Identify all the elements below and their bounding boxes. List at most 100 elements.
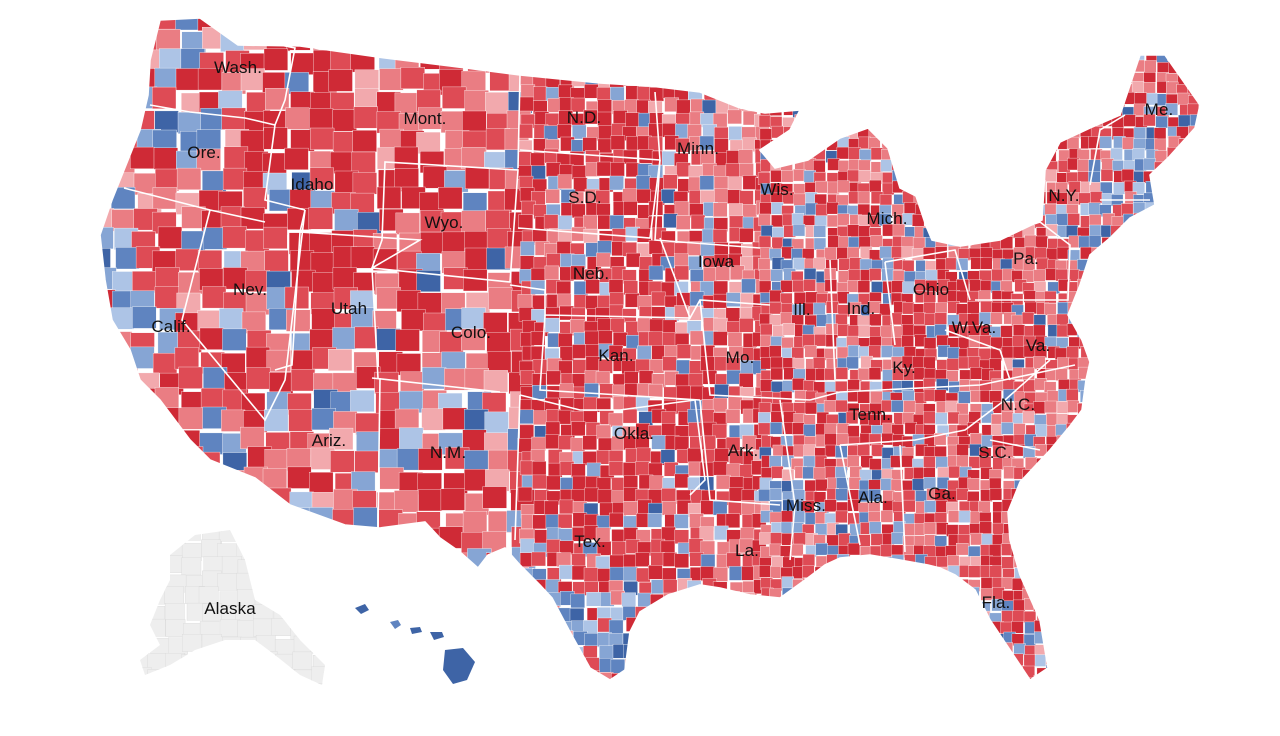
county-cell (636, 447, 651, 463)
county-cell (1089, 92, 1102, 105)
county-cell (1144, 456, 1157, 470)
county-cell (935, 216, 948, 229)
county-cell (959, 601, 972, 614)
county-cell (825, 698, 837, 710)
county-cell (674, 593, 690, 608)
county-cell (805, 598, 818, 611)
county-cell (814, 334, 827, 347)
county-cell (1045, 631, 1058, 644)
county-cell (978, 50, 991, 63)
county-cell (1190, 643, 1200, 656)
county-cell (881, 633, 894, 647)
county-cell (1088, 81, 1101, 94)
county-cell (804, 71, 817, 84)
county-cell (982, 701, 994, 713)
county-cell (769, 642, 782, 655)
county-cell (1143, 467, 1157, 480)
county-cell (648, 331, 663, 346)
county-cell (1077, 678, 1090, 680)
county-cell (1001, 346, 1014, 359)
county-cell (461, 328, 486, 351)
county-cell (978, 348, 991, 361)
county-cell (1069, 697, 1081, 709)
county-cell (1111, 314, 1124, 327)
county-cell (1165, 468, 1178, 481)
county-cell (1179, 620, 1192, 633)
county-cell (793, 257, 806, 271)
county-cell (350, 246, 375, 269)
county-cell (546, 539, 561, 554)
county-cell (1090, 656, 1104, 669)
county-cell (651, 306, 666, 321)
county-cell (308, 207, 333, 230)
county-cell (1022, 543, 1035, 556)
county-cell (440, 111, 465, 133)
county-cell (1132, 511, 1145, 524)
county-cell (780, 138, 793, 152)
county-cell (1187, 226, 1200, 239)
county-cell (544, 265, 560, 281)
county-cell (112, 550, 137, 573)
county-cell (1144, 589, 1157, 602)
county-cell (1198, 158, 1200, 171)
county-cell (1189, 567, 1200, 580)
state-border (654, 91, 761, 249)
county-cell (1090, 357, 1103, 371)
county-cell (955, 258, 969, 271)
county-cell (309, 609, 335, 631)
county-cell (769, 598, 782, 611)
county-cell (1046, 413, 1059, 426)
county-cell (545, 514, 561, 529)
county-cell (1168, 391, 1181, 404)
county-cell (1066, 456, 1079, 469)
county-cell (264, 449, 289, 472)
county-cell (969, 182, 982, 195)
county-cell (1013, 80, 1026, 94)
county-cell (947, 181, 960, 195)
county-cell (1121, 403, 1134, 416)
county-cell (1134, 565, 1147, 578)
county-cell (742, 631, 757, 647)
county-cell (783, 689, 795, 701)
county-cell (482, 486, 507, 509)
county-cell (803, 444, 816, 457)
alaska-cell (254, 687, 273, 704)
county-cell (309, 472, 334, 494)
county-cell (531, 643, 546, 658)
county-cell (100, 18, 111, 34)
county-cell (1121, 643, 1135, 656)
county-cell (957, 181, 970, 195)
county-cell (1023, 171, 1037, 184)
county-cell (802, 334, 815, 347)
county-cell (1135, 701, 1147, 713)
county-cell (837, 180, 850, 193)
county-cell (1177, 202, 1190, 216)
county-cell (1003, 466, 1016, 479)
county-cell (200, 108, 225, 130)
county-cell (959, 644, 972, 657)
county-cell (418, 448, 443, 471)
county-cell (979, 688, 991, 700)
county-cell (712, 397, 728, 413)
county-cell (989, 655, 1003, 668)
county-cell (1177, 180, 1190, 193)
county-cell (558, 333, 573, 348)
county-cell (1000, 667, 1013, 680)
county-cell (222, 508, 247, 531)
county-cell (398, 668, 424, 680)
county-cell (1088, 202, 1101, 215)
alaska-cell (140, 683, 150, 685)
county-cell (948, 226, 961, 239)
alaska-cell (272, 667, 292, 685)
county-cell (912, 356, 925, 369)
county-cell (635, 423, 650, 438)
county-cell (836, 423, 850, 436)
county-cell (753, 87, 768, 102)
county-cell (1146, 436, 1159, 449)
county-cell (557, 644, 572, 659)
county-cell (891, 71, 904, 85)
county-cell (1078, 566, 1091, 580)
county-cell (989, 701, 1001, 713)
county-cell (624, 658, 640, 673)
county-cell (835, 655, 848, 668)
